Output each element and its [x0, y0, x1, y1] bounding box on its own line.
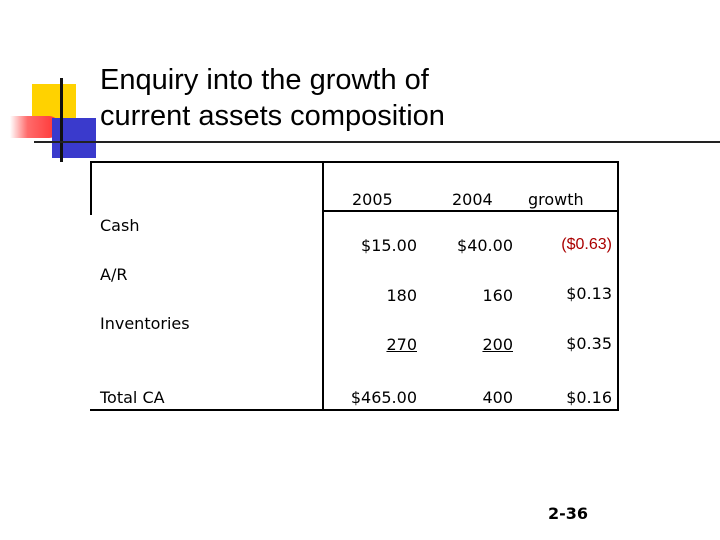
cash-2005: $15.00	[361, 236, 417, 255]
title-underline	[34, 141, 720, 143]
slide-title: Enquiry into the growth of current asset…	[100, 62, 445, 134]
header-growth: growth	[528, 190, 584, 209]
inventories-2004: 200	[482, 335, 513, 354]
table-column-divider	[322, 161, 324, 411]
ar-growth: $0.13	[566, 284, 612, 303]
title-line-1: Enquiry into the growth of	[100, 64, 429, 96]
total-ca-2005: $465.00	[350, 388, 417, 407]
row-label-total-ca: Total CA	[100, 388, 165, 407]
table-top-border	[90, 161, 618, 163]
inventories-growth: $0.35	[566, 334, 612, 353]
table-header-divider	[322, 210, 619, 212]
inventories-2005: 270	[386, 335, 417, 354]
title-line-2: current assets composition	[100, 100, 445, 132]
total-ca-growth: $0.16	[566, 388, 612, 407]
decor-blue-square	[52, 118, 96, 158]
row-label-inventories: Inventories	[100, 314, 190, 333]
table-left-border	[90, 161, 92, 215]
row-label-cash: Cash	[100, 216, 140, 235]
row-label-ar: A/R	[100, 265, 128, 284]
ar-2004: 160	[482, 286, 513, 305]
page-number: 2-36	[548, 504, 589, 523]
cash-growth: ($0.63)	[561, 236, 612, 253]
table-right-border	[617, 161, 619, 411]
decor-red-bar	[10, 116, 60, 138]
header-2005: 2005	[352, 190, 393, 209]
decor-vertical-line	[60, 78, 63, 162]
total-ca-2004: 400	[482, 388, 513, 407]
header-2004: 2004	[452, 190, 493, 209]
table-bottom-border	[90, 409, 619, 411]
ar-2005: 180	[386, 286, 417, 305]
cash-2004: $40.00	[457, 236, 513, 255]
